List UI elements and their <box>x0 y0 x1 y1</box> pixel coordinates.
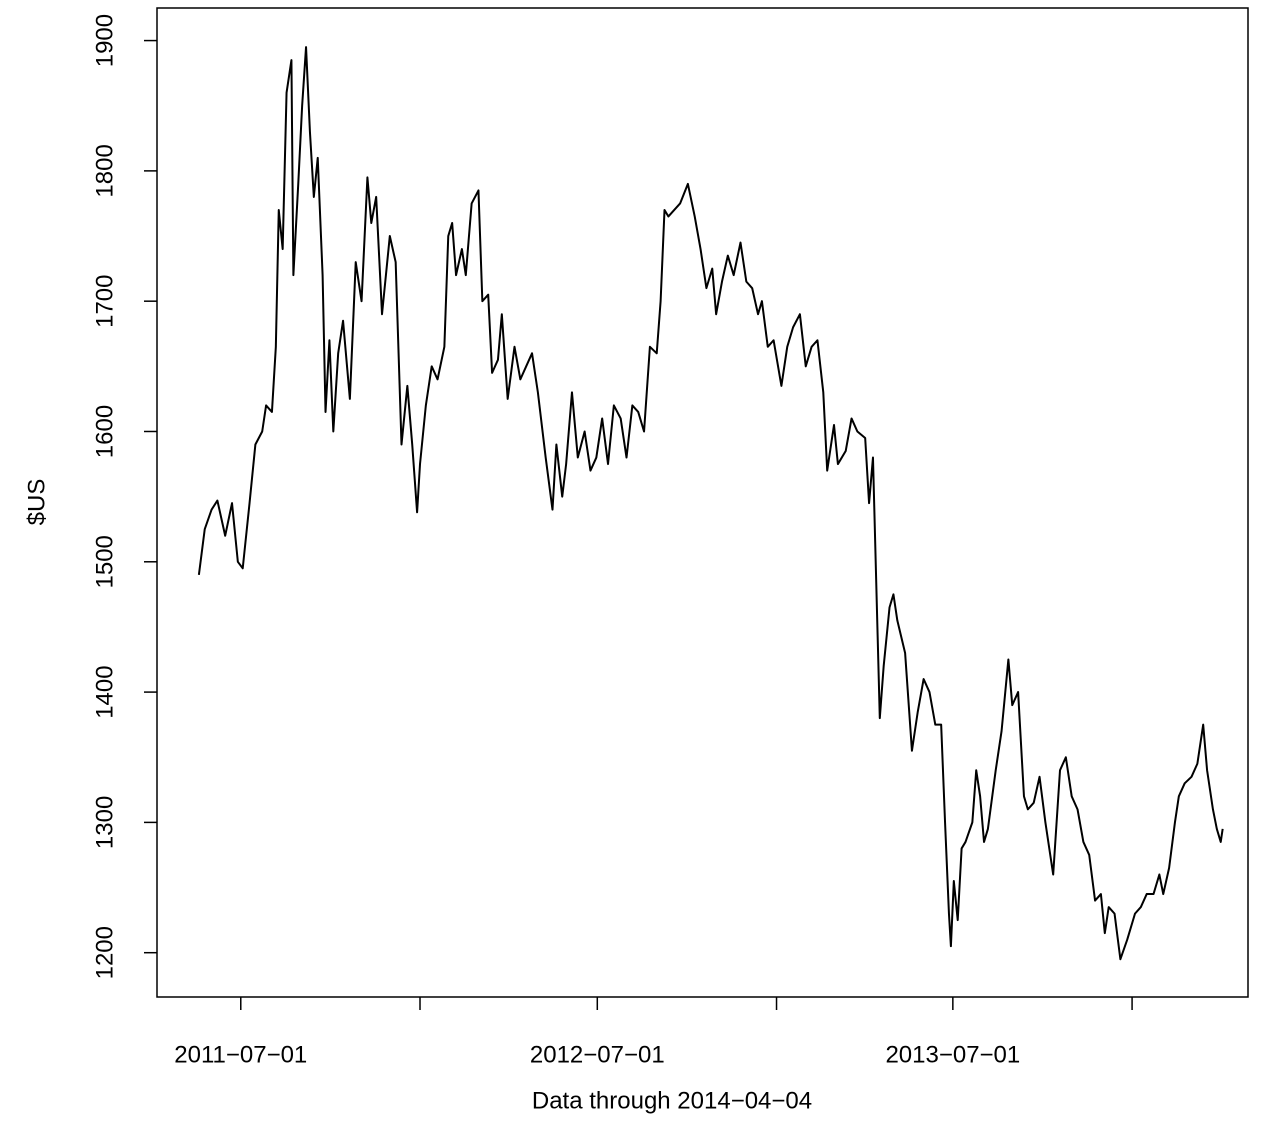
y-tick-label: 1200 <box>91 926 118 979</box>
y-tick-label: 1500 <box>91 535 118 588</box>
y-tick-label: 1800 <box>91 144 118 197</box>
price-line <box>197 46 1224 961</box>
y-tick-label: 1700 <box>91 274 118 327</box>
x-tick-label: 2013−07−01 <box>885 1041 1020 1068</box>
y-tick-label: 1900 <box>91 14 118 67</box>
x-axis-label: Data through 2014−04−04 <box>532 1087 812 1114</box>
y-tick-label: 1400 <box>91 665 118 718</box>
x-tick-label: 2012−07−01 <box>530 1041 665 1068</box>
plot-box <box>156 7 1249 998</box>
y-tick-label: 1300 <box>91 796 118 849</box>
y-axis-label: $US <box>23 479 50 526</box>
y-tick-label: 1600 <box>91 405 118 458</box>
x-tick-label: 2011−07−01 <box>174 1041 307 1068</box>
